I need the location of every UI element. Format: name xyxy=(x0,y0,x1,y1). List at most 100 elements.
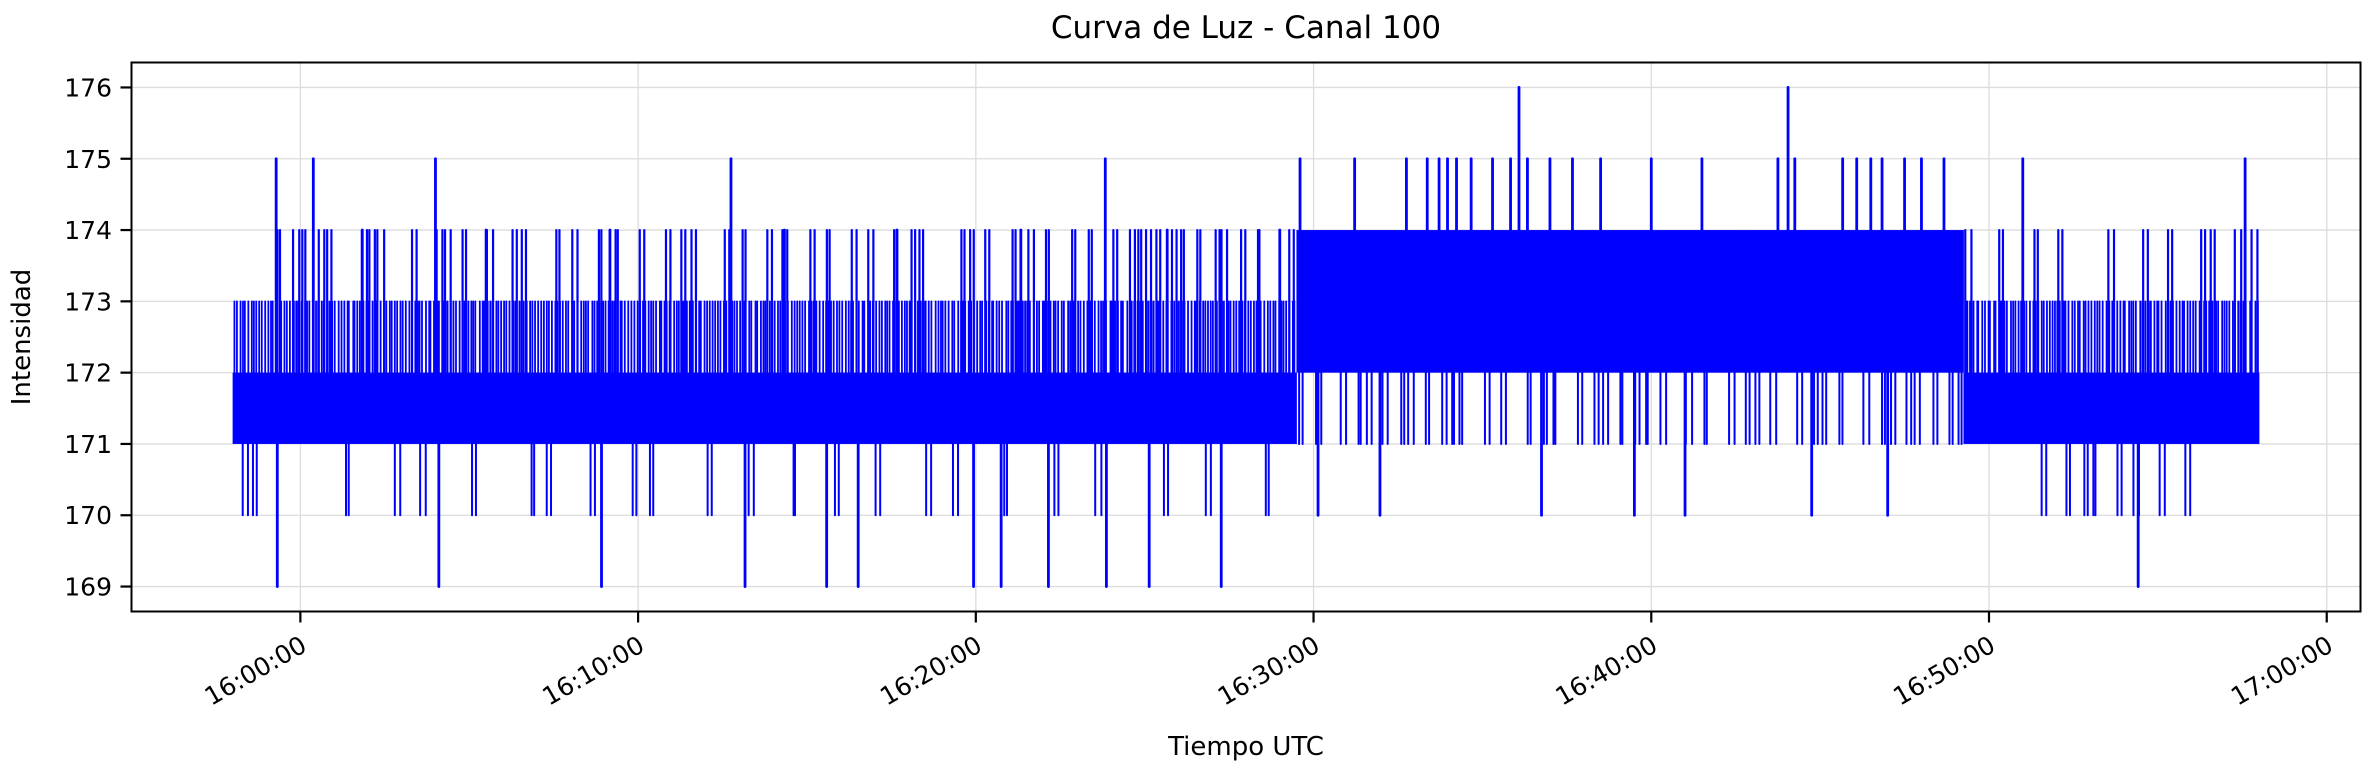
series-core-band xyxy=(882,372,892,444)
series-core-band xyxy=(747,372,757,444)
series-core-band xyxy=(2047,372,2057,444)
series-core-band xyxy=(1228,372,1238,444)
y-tick-label: 174 xyxy=(64,216,112,245)
series-core-band xyxy=(1076,372,1086,444)
series-core-band xyxy=(739,372,749,444)
series-core-band xyxy=(2182,372,2192,444)
series-core-band xyxy=(2191,372,2201,444)
series-core-band xyxy=(1068,372,1078,444)
series-core-band xyxy=(1490,230,1500,373)
series-core-band xyxy=(1575,230,1584,373)
series-core-band xyxy=(1997,372,2007,444)
series-core-band xyxy=(2157,372,2167,444)
series-core-band xyxy=(1271,372,1280,444)
series-core-band xyxy=(789,372,799,444)
series-core-band xyxy=(1718,230,1728,373)
series-core-band xyxy=(1439,230,1449,373)
series-core-band xyxy=(958,372,968,444)
series-core-band xyxy=(435,372,445,444)
series-core-band xyxy=(1904,230,1914,373)
series-core-band xyxy=(291,372,301,444)
series-core-band xyxy=(1811,230,1821,373)
series-core-band xyxy=(561,372,571,444)
series-core-band xyxy=(865,372,875,444)
series-core-band xyxy=(1465,230,1475,373)
series-core-band xyxy=(1955,230,1964,373)
series-core-band xyxy=(967,372,977,444)
series-core-band xyxy=(1313,230,1323,373)
series-core-band xyxy=(1870,230,1880,373)
y-axis-label: Intensidad xyxy=(7,269,37,406)
series-core-band xyxy=(713,372,723,444)
series-core-band xyxy=(1448,230,1458,373)
series-core-band xyxy=(992,372,1002,444)
series-core-band xyxy=(663,372,673,444)
x-tick-label: 16:40:00 xyxy=(1551,630,1663,711)
series-core-band xyxy=(975,372,985,444)
series-core-band xyxy=(1727,230,1736,373)
series-core-band xyxy=(1929,230,1939,373)
series-core-band xyxy=(1043,372,1053,444)
series-core-band xyxy=(274,372,284,444)
y-tick-label: 175 xyxy=(64,145,112,174)
series-core-band xyxy=(519,372,529,444)
series-core-band xyxy=(772,372,782,444)
series-core-band xyxy=(1423,230,1432,373)
series-core-band xyxy=(2081,372,2091,444)
series-core-band xyxy=(393,372,402,444)
series-core-band xyxy=(1119,372,1128,444)
series-core-band xyxy=(2140,372,2150,444)
series-core-band xyxy=(1667,230,1677,373)
series-core-band xyxy=(798,372,808,444)
series-core-band xyxy=(1617,230,1627,373)
series-core-band xyxy=(1625,230,1635,373)
series-core-band xyxy=(1591,230,1601,373)
series-core-band xyxy=(840,372,850,444)
series-core-band xyxy=(1988,372,1998,444)
series-core-band xyxy=(485,372,495,444)
series-core-band xyxy=(1676,230,1686,373)
series-core-band xyxy=(359,372,369,444)
series-core-band xyxy=(2233,372,2243,444)
series-core-band xyxy=(1938,230,1947,373)
series-core-band xyxy=(409,372,419,444)
series-core-band xyxy=(612,372,622,444)
series-core-band xyxy=(2123,372,2133,444)
series-core-band xyxy=(2225,372,2235,444)
series-core-band xyxy=(1541,230,1551,373)
series-core-band xyxy=(1684,230,1694,373)
series-core-band xyxy=(1304,230,1314,373)
series-core-band xyxy=(950,372,960,444)
series-core-band xyxy=(2132,372,2142,444)
series-core-band xyxy=(1819,230,1829,373)
series-core-band xyxy=(1017,372,1027,444)
series-core-band xyxy=(1288,372,1297,444)
series-core-band xyxy=(2014,372,2023,444)
series-core-band xyxy=(1169,372,1179,444)
series-core-band xyxy=(1515,230,1525,373)
series-core-band xyxy=(848,372,858,444)
series-core-band xyxy=(511,372,521,444)
series-core-band xyxy=(916,372,926,444)
series-core-band xyxy=(2174,372,2184,444)
series-core-band xyxy=(401,372,411,444)
series-core-band xyxy=(1237,372,1247,444)
series-core-band xyxy=(460,372,470,444)
series-core-band xyxy=(2216,372,2226,444)
series-core-band xyxy=(1836,230,1846,373)
series-core-band xyxy=(1921,230,1931,373)
series-core-band xyxy=(705,372,715,444)
series-core-band xyxy=(536,372,546,444)
series-core-band xyxy=(2056,372,2066,444)
series-core-band xyxy=(587,372,597,444)
series-core-band xyxy=(443,372,453,444)
series-core-band xyxy=(2064,372,2074,444)
series-core-band xyxy=(1380,230,1390,373)
series-core-band xyxy=(1887,230,1897,373)
series-core-band xyxy=(1389,230,1399,373)
series-core-band xyxy=(2098,372,2108,444)
series-core-band xyxy=(696,372,706,444)
series-core-band xyxy=(1862,230,1871,373)
series-core-band xyxy=(2242,372,2251,444)
series-core-band xyxy=(1338,230,1348,373)
